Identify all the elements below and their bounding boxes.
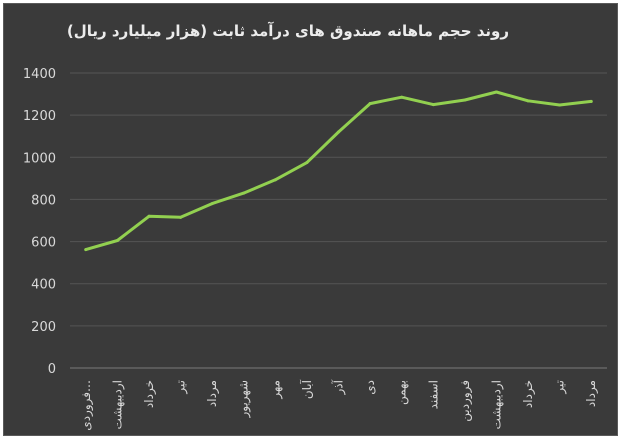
chart-frame: روند حجم ماهانه صندوق های درآمد ثابت (هز…: [3, 3, 618, 436]
y-tick-label: 200: [31, 320, 56, 335]
x-tick-label: مهر: [268, 380, 283, 400]
data-point: [273, 178, 277, 182]
data-point: [115, 239, 119, 243]
x-tick-label: بهمن: [395, 380, 410, 405]
x-tick-label: اسفند: [426, 380, 440, 409]
data-point: [494, 90, 498, 94]
y-tick-label: 1400: [23, 67, 56, 82]
data-point: [431, 103, 435, 107]
data-point: [368, 102, 372, 106]
x-tick-label: خرداد: [521, 380, 536, 408]
data-point: [526, 99, 530, 103]
data-point: [242, 191, 246, 195]
chart-title: روند حجم ماهانه صندوق های درآمد ثابت (هز…: [66, 22, 509, 40]
y-tick-label: 0: [48, 362, 56, 377]
x-tick-label: آبان: [299, 379, 314, 399]
y-tick-label: 400: [31, 278, 56, 293]
grid-lines: [70, 72, 607, 369]
x-tick-label: تیر: [174, 380, 189, 395]
data-point: [84, 248, 88, 252]
y-axis-ticks: 0 200 400 600 800 1000 1200 1400: [23, 67, 56, 377]
x-tick-label: فروردی…: [79, 380, 94, 431]
data-point: [210, 202, 214, 206]
x-tick-label: دی: [363, 380, 377, 395]
line-chart: 0 200 400 600 800 1000 1200 1400 فروردی… اردیبهش…: [23, 67, 607, 431]
x-tick-label: تیر: [553, 380, 568, 395]
data-point: [147, 214, 151, 218]
x-tick-label: خرداد: [142, 380, 157, 408]
y-tick-label: 1200: [23, 109, 56, 124]
y-tick-label: 800: [31, 193, 56, 208]
data-point: [589, 99, 593, 103]
x-tick-label: مرداد: [205, 380, 220, 407]
y-tick-label: 600: [31, 236, 56, 251]
x-tick-label: آذر: [331, 379, 347, 395]
data-point: [305, 161, 309, 165]
data-point: [558, 103, 562, 107]
x-tick-label: اردیبهشت: [110, 380, 125, 429]
data-point: [337, 130, 340, 134]
x-tick-label: شهریور: [237, 380, 252, 419]
x-axis-ticks: فروردی… اردیبهشت خرداد تیر مرداد شهریور مهر آبا…: [79, 379, 599, 430]
x-tick-label: فروردین: [458, 380, 473, 422]
x-tick-label: اردیبهشت: [489, 380, 504, 429]
series-layer: [84, 90, 593, 252]
y-tick-label: 1000: [23, 151, 56, 166]
data-point: [463, 98, 467, 102]
x-tick-label: مرداد: [584, 380, 599, 407]
data-point: [400, 95, 404, 99]
data-point: [179, 215, 183, 219]
